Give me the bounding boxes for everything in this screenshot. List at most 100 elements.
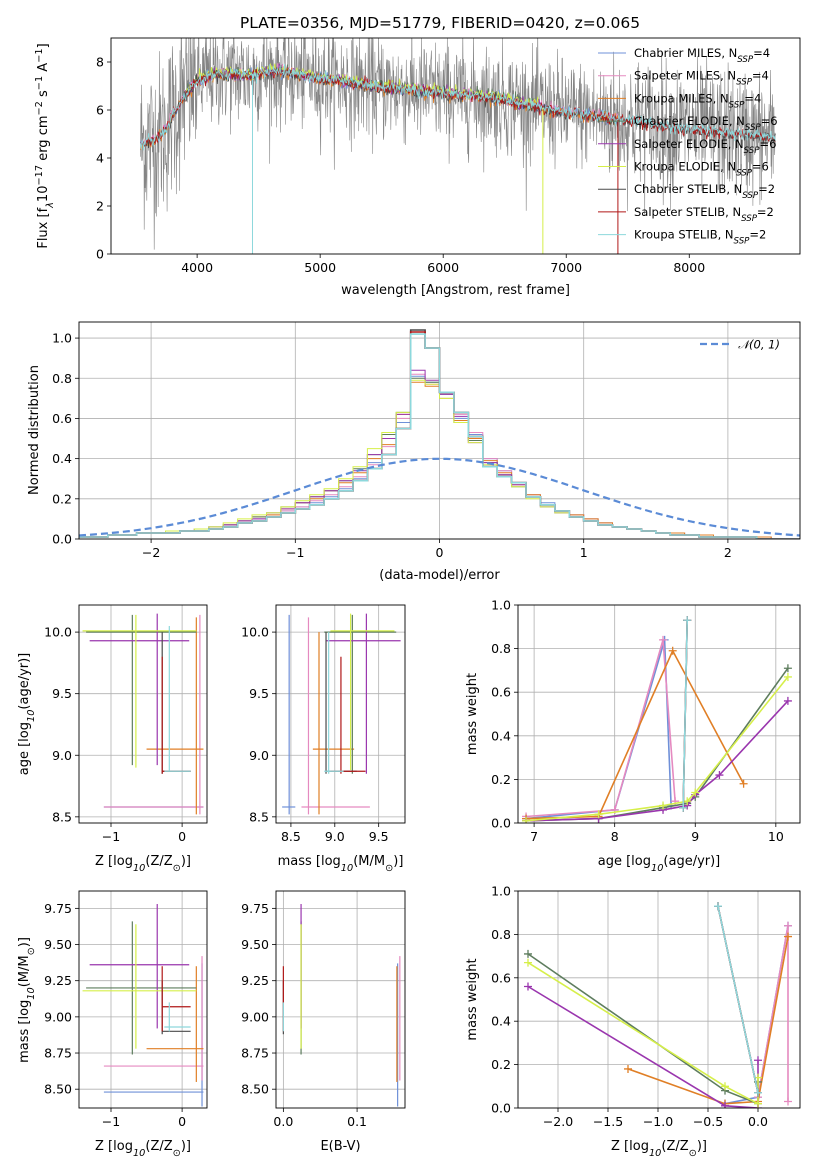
y-tick-label: 9.00 <box>241 1009 269 1024</box>
text-span: 10 <box>133 863 145 874</box>
weight-marker <box>683 616 692 625</box>
text-span: 10 <box>26 710 37 722</box>
x-tick-label: 0 <box>178 829 186 844</box>
x-tick-label: −1 <box>102 1114 120 1129</box>
x-tick-label: −1.5 <box>593 1114 623 1129</box>
weight-line-chabrier-elodie <box>527 953 759 1105</box>
text-span: λ <box>45 202 56 209</box>
text-span: ⊙ <box>173 863 181 874</box>
legend-label: Kroupa MILES, NSSP=4 <box>634 91 761 110</box>
y-tick-label: 0.2 <box>491 1057 511 1072</box>
x-tick-label: 0.1 <box>347 1114 367 1129</box>
text-span: −1 <box>34 48 45 62</box>
text-span: E(B-V) <box>320 1139 360 1154</box>
text-span: )] <box>697 1139 707 1154</box>
x-tick-label: 7 <box>530 829 538 844</box>
weight-marker <box>783 696 792 705</box>
y-tick-label: 4 <box>96 151 104 166</box>
x-axis-label: E(B-V) <box>320 1139 360 1154</box>
text-span: (M/M <box>17 955 32 987</box>
weight-marker <box>754 1099 762 1108</box>
x-tick-label: 0 <box>436 545 444 560</box>
text-span: SSP <box>737 55 754 65</box>
text-span: =6 <box>761 114 778 128</box>
text-span: Salpeter ELODIE, N <box>634 137 744 151</box>
text-span: (age/yr)] <box>17 653 32 710</box>
y-tick-label: 8.50 <box>241 1082 269 1097</box>
text-span: =4 <box>752 69 769 83</box>
text-span: =2 <box>749 228 766 242</box>
histogram-kroupa-stelib <box>79 333 800 539</box>
y-tick-label: 0 <box>96 247 104 262</box>
y-tick-label: 10.0 <box>241 625 269 640</box>
text-span: SSP <box>741 214 758 224</box>
text-span: 10 <box>36 186 51 203</box>
text-span: )] <box>181 1139 191 1154</box>
y-tick-label: 0.4 <box>491 728 511 743</box>
text-span: ⊙ <box>173 1148 181 1159</box>
x-tick-label: −2 <box>142 545 160 560</box>
y-tick-label: 0.0 <box>491 816 511 831</box>
weight-marker <box>524 982 532 991</box>
y-tick-label: 1.0 <box>491 884 511 899</box>
text-span: s <box>36 90 51 101</box>
text-span: A <box>36 63 51 76</box>
y-tick-label: 9.50 <box>44 937 72 952</box>
weight-marker <box>783 672 792 681</box>
x-tick-label: 9 <box>691 829 699 844</box>
text-span: Flux [f <box>36 207 51 248</box>
text-span: Z [log <box>611 1139 649 1154</box>
y-axis-label: mass [log10(M/M⊙)] <box>17 937 37 1063</box>
y-tick-label: 1.0 <box>52 331 72 346</box>
text-span: )] <box>393 854 403 869</box>
x-tick-label: 10 <box>768 829 784 844</box>
text-span: =2 <box>757 205 774 219</box>
axes-frame <box>517 604 801 824</box>
weight-marker <box>721 1082 729 1091</box>
weight-line-chabrier-miles <box>526 639 672 820</box>
y-tick-label: 8 <box>96 55 104 70</box>
mass-weight-vs-Z-panel: −2.0 −1.5 −1.0 −0.5 0.0 0.0 0.2 0.4 0.6 0.8 1.0 Z [… <box>465 884 801 1159</box>
x-tick-label: 8.5 <box>281 829 301 844</box>
x-tick-label: 7000 <box>550 260 582 275</box>
axes-frame <box>275 890 406 1109</box>
y-tick-label: 6 <box>96 103 104 118</box>
text-span: =2 <box>758 182 775 196</box>
weight-marker <box>754 1056 762 1065</box>
y-tick-label: 9.25 <box>241 973 269 988</box>
y-tick-label: 9.00 <box>44 1009 72 1024</box>
weight-plot-area <box>524 902 792 1108</box>
y-tick-label: 9.0 <box>52 748 72 763</box>
weight-marker <box>522 816 531 823</box>
age-vs-mass-panel: 8.5 9.0 9.5 8.5 9.0 9.5 10.0 mass [log10(M/M⊙)] <box>241 604 406 874</box>
weight-marker <box>659 635 668 644</box>
weight-marker <box>783 664 792 673</box>
text-span: 10 <box>341 863 353 874</box>
text-span: Z [log <box>95 854 133 869</box>
y-tick-label: 0.6 <box>491 685 511 700</box>
x-axis-label: Z [log10(Z/Z⊙)] <box>611 1139 707 1159</box>
axes-frame <box>78 890 208 1109</box>
text-span: ] <box>36 43 51 48</box>
text-span: ⊙ <box>689 1148 697 1159</box>
x-axis-label: Z [log10(Z/Z⊙)] <box>95 1139 191 1159</box>
x-tick-label: 8000 <box>673 260 705 275</box>
y-tick-label: 9.5 <box>249 686 269 701</box>
weight-marker <box>679 803 688 812</box>
y-tick-label: 0.0 <box>52 532 72 547</box>
y-tick-label: 0.4 <box>491 1014 511 1029</box>
legend-label: Chabrier ELODIE, NSSP=6 <box>634 114 778 133</box>
y-tick-label: 9.75 <box>241 901 269 916</box>
weight-line-kroupa-stelib <box>682 620 688 808</box>
text-span: mass [log <box>278 854 341 869</box>
weight-marker <box>739 779 748 788</box>
x-axis-label: wavelength [Angstrom, rest frame] <box>341 283 570 298</box>
y-tick-label: 8.75 <box>44 1046 72 1061</box>
axes-frame <box>275 604 406 824</box>
text-span: SSP <box>734 237 751 247</box>
y-tick-label: 0.4 <box>52 451 72 466</box>
x-tick-label: −1 <box>286 545 304 560</box>
text-span: =6 <box>759 137 776 151</box>
gaussian-curve <box>79 457 800 537</box>
